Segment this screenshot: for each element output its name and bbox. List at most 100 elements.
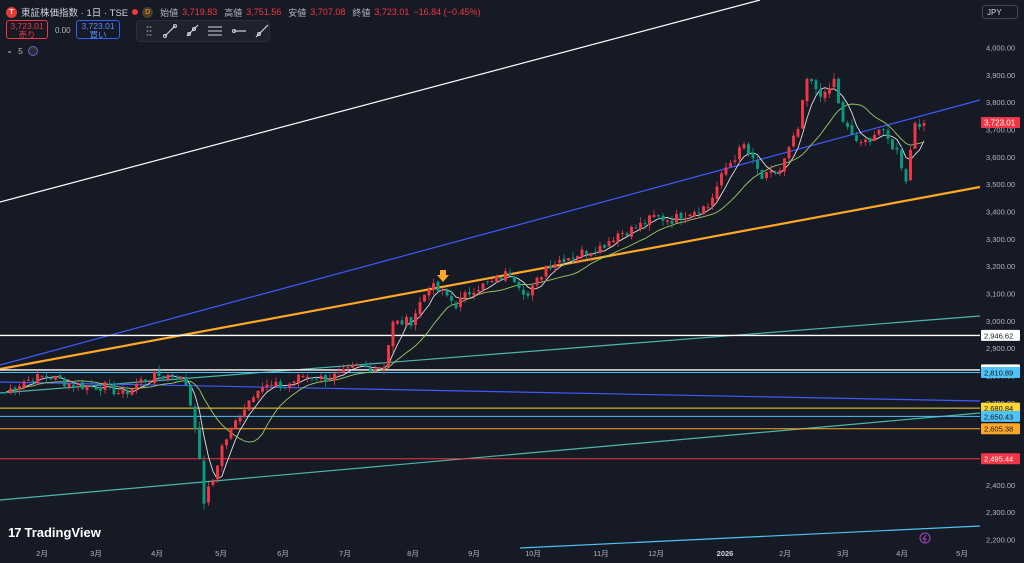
buy-button[interactable]: 3,723.01 買い (76, 20, 120, 40)
ohlc-low-key: 安値 (288, 7, 307, 18)
time-tick-label: 8月 (407, 549, 419, 558)
candle-body (328, 379, 332, 381)
candle-body (463, 292, 467, 299)
orange-trendline[interactable] (0, 185, 981, 371)
candle-body (22, 381, 26, 388)
candle-body (877, 129, 881, 135)
candle-body (400, 320, 404, 325)
extended-line-tool-icon[interactable] (255, 24, 269, 38)
sell-price: 3,723.01 (10, 21, 44, 31)
time-tick-label: 3月 (837, 549, 849, 558)
blue-channel-trendline[interactable] (0, 99, 981, 366)
time-tick-label: 2月 (36, 549, 48, 558)
candle-body (139, 379, 143, 383)
candle-body (634, 227, 638, 229)
candle-body (193, 406, 197, 429)
candle-body (153, 372, 156, 384)
candle-body (796, 129, 800, 137)
candle-body (409, 317, 413, 326)
teal-trendline-lower[interactable] (0, 412, 981, 501)
time-tick-label: 2月 (779, 549, 791, 558)
horizontal-ray-tool-icon[interactable] (231, 24, 247, 38)
price-tick-label: 3,800.00 (986, 98, 1015, 107)
candle-body (697, 212, 701, 214)
candle-body (85, 385, 89, 391)
line-label-badge (981, 402, 1020, 414)
candle-body (922, 123, 926, 126)
candle-body (499, 277, 503, 280)
candle-body (625, 233, 629, 236)
blue-declining-trendline[interactable] (0, 381, 981, 402)
candle-body (742, 144, 746, 149)
candle-body (544, 266, 548, 277)
candle-body (450, 296, 453, 301)
candle-body (324, 374, 327, 382)
ray-tool-icon[interactable] (185, 24, 199, 38)
currency-label: JPY (987, 7, 1002, 17)
replay-icon[interactable] (919, 532, 931, 544)
candle-body (841, 101, 845, 122)
candle-body (612, 240, 615, 243)
ohlc-high-value: 3,751.56 (246, 7, 282, 17)
bottom-teal-trendline[interactable] (519, 525, 981, 549)
symbol-title[interactable]: 東証株価指数 · 1日 · TSE (21, 8, 129, 19)
candle-body (688, 214, 692, 217)
upper-white-trendline[interactable] (0, 0, 761, 203)
candle-body (814, 80, 818, 90)
current-price-tag: 3,723.01 (981, 117, 1020, 128)
drag-handle-icon[interactable] (142, 24, 155, 38)
candle-body (67, 383, 71, 388)
time-axis[interactable]: 2月 3月 4月 5月 6月 7月 8月 9月 10月 11月 12月 2026 2月 3月 4月 5月 (36, 549, 968, 558)
candle-body (229, 427, 233, 439)
ohlc-high-key: 高値 (224, 7, 243, 18)
candle-body (445, 290, 449, 296)
candle-body (36, 373, 39, 384)
candle-body (4, 391, 8, 393)
candle-body (306, 376, 309, 378)
candle-body (283, 386, 287, 388)
candle-body (252, 397, 255, 402)
trend-line-tool-icon[interactable] (163, 24, 177, 38)
candle-body (432, 283, 435, 290)
line-label-badge (981, 329, 1020, 341)
candle-body (468, 292, 471, 295)
candle-body (571, 257, 575, 259)
candle-body (9, 388, 12, 394)
candle-body (477, 290, 480, 292)
candle-body (486, 281, 489, 283)
candle-body (837, 78, 840, 104)
fib-retracement-tool-icon[interactable] (207, 24, 223, 38)
candle-body (567, 258, 570, 261)
indicators-toggle[interactable]: ⌄ 5 (6, 45, 38, 56)
ohlc-open-value: 3,719.83 (182, 7, 218, 17)
candle-body (45, 375, 48, 377)
candle-body (886, 130, 890, 139)
candle-body (319, 375, 323, 380)
candle-body (819, 89, 822, 97)
candle-body (751, 152, 755, 159)
candle-body (603, 244, 606, 248)
candle-body (535, 277, 539, 286)
candle-body (130, 388, 134, 395)
candle-body (76, 383, 80, 386)
eye-icon[interactable] (27, 45, 38, 56)
sell-button[interactable]: 3,723.01 売り (6, 20, 48, 40)
currency-selector[interactable]: JPY (982, 5, 1018, 19)
candle-body (94, 387, 98, 390)
price-tick-label: 3,300.00 (986, 235, 1015, 244)
market-status-dot-icon (132, 9, 139, 15)
tradingview-logo-text: TradingView (24, 525, 101, 540)
candle-body (162, 375, 165, 379)
candle-body (54, 376, 57, 380)
horizontal-lines[interactable] (0, 334, 980, 460)
candle-body (81, 382, 84, 390)
price-tick-label: 2,300.00 (986, 508, 1015, 517)
candle-body (526, 293, 530, 296)
candle-body (783, 158, 786, 172)
arrow-annotation[interactable] (437, 270, 449, 282)
candle-body (207, 486, 210, 503)
candle-body (373, 369, 377, 372)
candle-body (481, 283, 485, 290)
candle-body (895, 147, 899, 150)
